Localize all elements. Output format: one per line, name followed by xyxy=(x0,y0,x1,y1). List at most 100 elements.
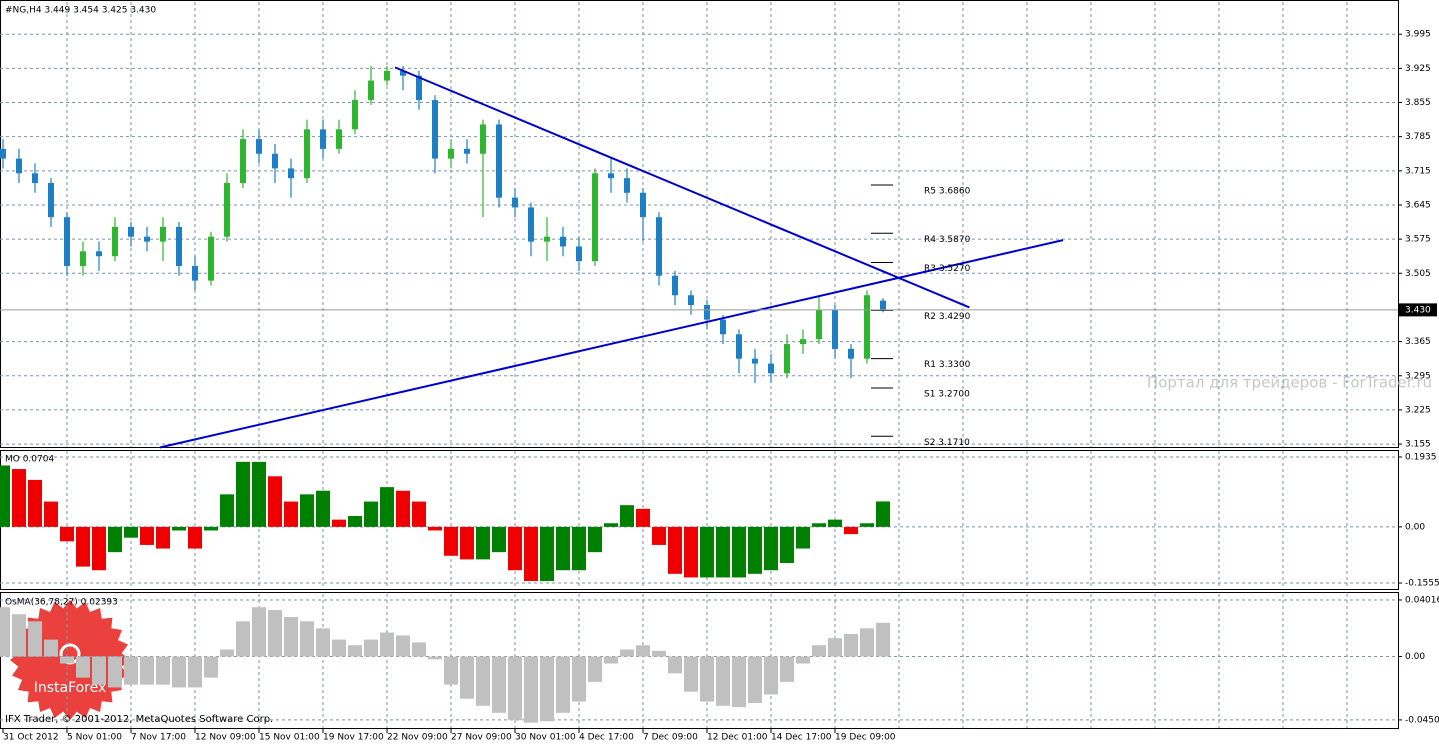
candle-body xyxy=(464,148,470,154)
osma-bar xyxy=(716,656,730,706)
x-tick-label: 7 Nov 17:00 xyxy=(131,733,186,743)
histogram-bar xyxy=(332,519,346,527)
pivot-label: R5 3.6860 xyxy=(924,186,971,196)
osma-bar xyxy=(108,656,122,688)
histogram-bar xyxy=(412,501,426,527)
candle-body xyxy=(704,305,710,320)
osma-bar xyxy=(508,656,522,720)
histogram-bar xyxy=(748,526,762,574)
histogram-bar xyxy=(812,523,826,527)
histogram-bar xyxy=(620,505,634,527)
pivot-label: S2 3.1710 xyxy=(924,438,970,448)
candle-body xyxy=(80,251,86,266)
osma-bar xyxy=(636,645,650,657)
osma-bar xyxy=(396,635,410,657)
histogram-bar xyxy=(636,508,650,527)
last-price-box xyxy=(1399,303,1437,317)
osma-bar xyxy=(556,656,570,713)
osma-bar xyxy=(220,649,234,657)
y-tick-label: 3.505 xyxy=(1405,269,1431,279)
candle-body xyxy=(512,197,518,208)
osma-bar xyxy=(348,645,362,657)
y-tick-label: 3.925 xyxy=(1405,64,1431,74)
x-tick-label: 31 Oct 2012 xyxy=(3,733,59,743)
candle-body xyxy=(624,178,630,193)
candle-body xyxy=(368,80,374,101)
osma-bar xyxy=(44,639,58,657)
histogram-bar xyxy=(652,526,666,545)
histogram-bar xyxy=(12,469,26,527)
x-tick-label: 14 Dec 17:00 xyxy=(771,733,832,743)
histogram-bar xyxy=(124,526,138,538)
histogram-bar xyxy=(796,526,810,549)
y-tick-label: 3.155 xyxy=(1405,440,1431,450)
histogram-bar xyxy=(316,490,330,527)
histogram-bar xyxy=(732,526,746,578)
osma-bar xyxy=(460,656,474,699)
x-tick-label: 22 Nov 09:00 xyxy=(387,733,448,743)
candle-body xyxy=(160,226,166,242)
candle-body xyxy=(448,148,454,159)
osma-bar xyxy=(252,607,266,657)
histogram-bar xyxy=(860,523,874,527)
osma-bar xyxy=(444,656,458,685)
y-tick-label: 3.575 xyxy=(1405,235,1431,245)
candle-body xyxy=(688,295,694,306)
candle-body xyxy=(480,124,486,154)
histogram-bar xyxy=(476,526,490,560)
x-tick-label: 15 Nov 01:00 xyxy=(259,733,320,743)
candle-body xyxy=(784,344,790,374)
mo-panel xyxy=(0,450,1399,590)
pivot-label: R2 3.4290 xyxy=(924,312,971,322)
histogram-bar xyxy=(492,526,506,553)
candle-body xyxy=(848,348,854,359)
histogram-bar xyxy=(668,526,682,574)
osma-bar xyxy=(668,656,682,674)
candle-body xyxy=(288,168,294,179)
candle-body xyxy=(320,129,326,149)
candle-body xyxy=(864,295,870,359)
candle-body xyxy=(608,173,614,179)
candle-body xyxy=(560,236,566,247)
histogram-bar xyxy=(604,523,618,527)
osma-bar xyxy=(524,656,538,723)
candle-body xyxy=(768,363,774,374)
candle-body xyxy=(544,236,550,242)
candle-body xyxy=(736,334,742,359)
candle-body xyxy=(352,100,358,130)
osma-bar xyxy=(876,622,890,657)
osma-bar xyxy=(492,656,506,713)
osma-bar xyxy=(780,656,794,682)
histogram-bar xyxy=(876,501,890,527)
candle-body xyxy=(272,153,278,169)
histogram-bar xyxy=(268,476,282,527)
candle-body xyxy=(384,70,390,81)
candle-body xyxy=(672,275,678,296)
osma-bar xyxy=(268,610,282,657)
histogram-bar xyxy=(76,526,90,567)
osma-bar xyxy=(828,638,842,657)
osma-bar xyxy=(124,656,138,685)
pivot-label: S1 3.2700 xyxy=(924,389,970,399)
histogram-bar xyxy=(284,501,298,527)
histogram-bar xyxy=(556,526,570,571)
osma-bar xyxy=(300,621,314,657)
histogram-bar xyxy=(460,526,474,560)
y-tick-label: 3.295 xyxy=(1405,371,1431,381)
candle-body xyxy=(400,70,406,76)
osma-panel xyxy=(0,592,1399,729)
candle-body xyxy=(256,139,262,154)
histogram-bar xyxy=(0,465,10,527)
histogram-bar xyxy=(108,526,122,553)
candle-body xyxy=(432,100,438,159)
copyright: IFX Trader, © 2001-2012, MetaQuotes Soft… xyxy=(5,714,273,725)
histogram-bar xyxy=(844,526,858,535)
x-tick-label: 4 Dec 17:00 xyxy=(579,733,634,743)
histogram-bar xyxy=(428,526,442,531)
osma-bar xyxy=(236,621,250,657)
osma-bar xyxy=(364,639,378,657)
candle-body xyxy=(0,148,6,159)
osma-bar xyxy=(684,656,698,692)
y-tick-label: 3.225 xyxy=(1405,405,1431,415)
osma-bar xyxy=(60,656,74,664)
